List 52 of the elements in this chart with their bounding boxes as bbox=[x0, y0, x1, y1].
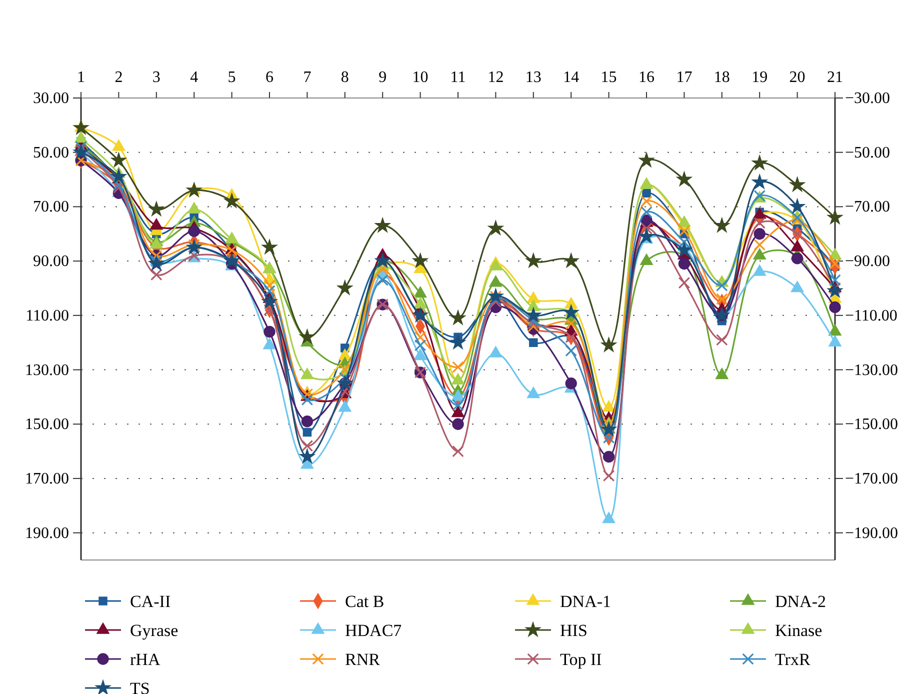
y2-tick-label: −130.00 bbox=[845, 362, 898, 379]
x-tick-label: 12 bbox=[488, 69, 504, 86]
x-tick-label: 8 bbox=[340, 69, 349, 86]
legend-label: TS bbox=[130, 679, 150, 694]
x-tick-label: 16 bbox=[638, 69, 654, 86]
y-tick-label: 150.00 bbox=[25, 416, 69, 434]
y2-tick-label: −150.00 bbox=[845, 416, 898, 434]
y-tick-label: 170.00 bbox=[25, 470, 69, 488]
x-tick-label: 21 bbox=[827, 69, 843, 86]
y-tick-label: 110.00 bbox=[26, 307, 69, 324]
y2-tick-label: −190.00 bbox=[845, 524, 898, 542]
y-tick-label: 90.00 bbox=[33, 253, 69, 270]
y-tick-label: 190.00 bbox=[25, 524, 69, 542]
legend-label: HIS bbox=[560, 621, 588, 640]
legend-label: HDAC7 bbox=[345, 621, 402, 640]
x-tick-label: 13 bbox=[525, 69, 542, 86]
y2-tick-label: −90.00 bbox=[845, 253, 890, 270]
legend-label: Cat B bbox=[345, 592, 384, 611]
x-tick-label: 14 bbox=[563, 69, 580, 86]
x-tick-label: 1 bbox=[77, 69, 85, 86]
y-tick-label: 70.00 bbox=[33, 198, 69, 216]
x-tick-label: 4 bbox=[190, 69, 198, 86]
legend-label: Kinase bbox=[775, 621, 822, 640]
legend-label: Top II bbox=[560, 650, 602, 669]
legend-label: DNA-2 bbox=[775, 592, 826, 611]
x-tick-label: 19 bbox=[752, 69, 768, 86]
legend-label: rHA bbox=[130, 650, 161, 669]
x-tick-label: 18 bbox=[714, 69, 730, 86]
legend-label: CA-II bbox=[130, 592, 171, 611]
x-tick-label: 6 bbox=[266, 69, 274, 86]
x-tick-label: 9 bbox=[378, 69, 387, 86]
x-tick-label: 2 bbox=[114, 69, 123, 86]
legend-label: DNA-1 bbox=[560, 592, 611, 611]
x-tick-label: 15 bbox=[600, 69, 617, 86]
legend-label: TrxR bbox=[775, 650, 811, 669]
y2-tick-label: −170.00 bbox=[845, 470, 898, 488]
y2-tick-label: −30.00 bbox=[845, 90, 890, 107]
legend-label: RNR bbox=[345, 650, 381, 669]
y2-tick-label: −70.00 bbox=[845, 198, 890, 216]
x-tick-label: 7 bbox=[303, 69, 312, 86]
y2-tick-label: −110.00 bbox=[845, 307, 898, 324]
y-tick-label: 30.00 bbox=[33, 90, 69, 107]
x-tick-label: 17 bbox=[676, 69, 692, 86]
x-tick-label: 5 bbox=[228, 69, 236, 86]
y-tick-label: 130.00 bbox=[25, 362, 69, 379]
x-tick-label: 20 bbox=[789, 69, 806, 86]
y-tick-label: 50.00 bbox=[33, 144, 69, 162]
legend-label: Gyrase bbox=[130, 621, 178, 640]
x-tick-label: 11 bbox=[450, 69, 466, 86]
x-tick-label: 10 bbox=[412, 69, 428, 86]
x-tick-label: 3 bbox=[152, 69, 160, 86]
y2-tick-label: −50.00 bbox=[845, 144, 890, 162]
